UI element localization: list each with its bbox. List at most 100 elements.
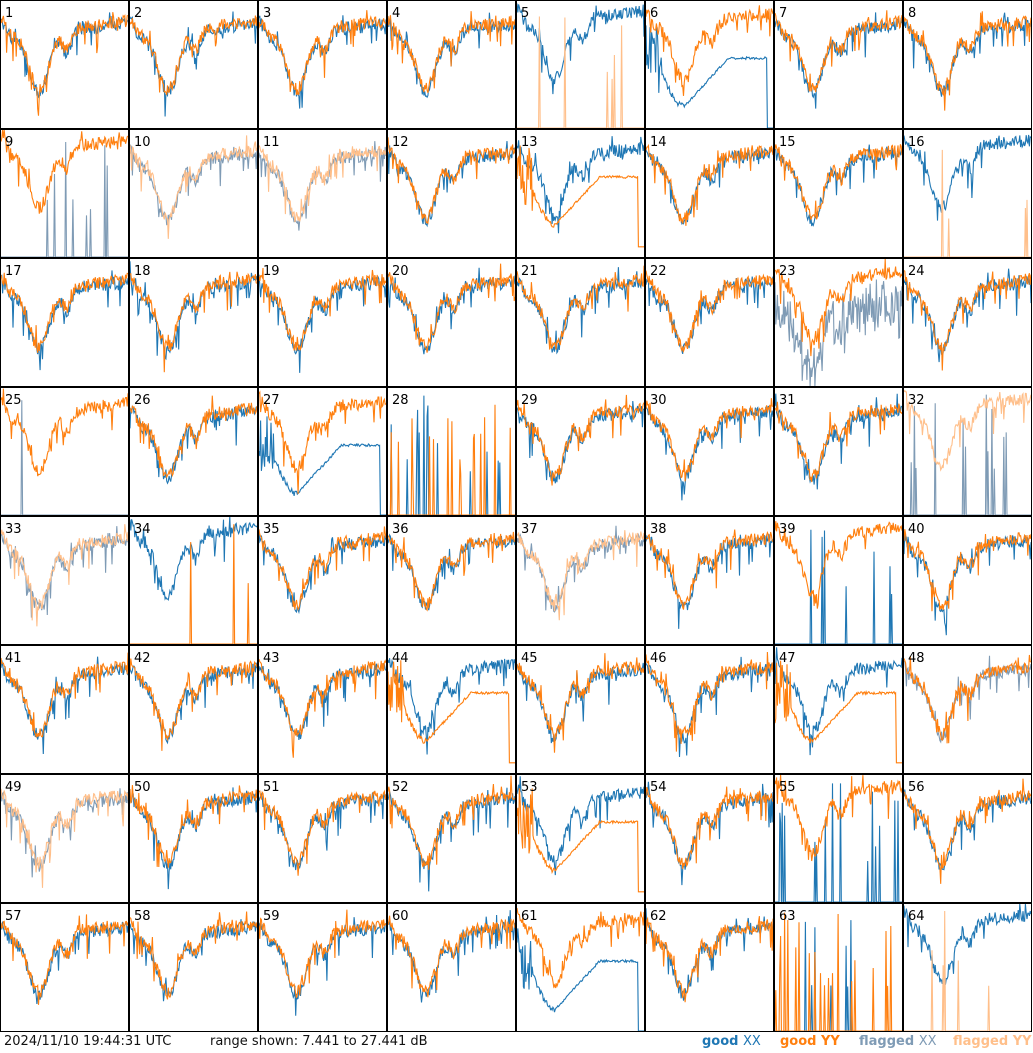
- range-text: range shown: 7.441 to 27.441 dB: [210, 1034, 428, 1049]
- panel-label-20: 20: [392, 264, 409, 279]
- series-xx-36: [387, 533, 516, 611]
- panel-frame-55: [774, 774, 903, 903]
- panel-43: 43: [258, 645, 387, 774]
- panel-33: 33: [0, 516, 129, 645]
- series-yy-52: [387, 775, 516, 870]
- panel-35: 35: [258, 516, 387, 645]
- panel-64: 64: [903, 903, 1032, 1032]
- panel-label-4: 4: [392, 6, 400, 21]
- series-yy-46: [645, 651, 774, 752]
- panel-frame-7: [774, 0, 903, 129]
- legend-good-yy: good YY: [780, 1034, 840, 1049]
- panel-frame-37: [516, 516, 645, 645]
- panel-31: 31: [774, 387, 903, 516]
- panel-label-37: 37: [521, 522, 538, 537]
- panel-label-41: 41: [5, 651, 22, 666]
- panel-18: 18: [129, 258, 258, 387]
- series-xx-47: [774, 647, 903, 756]
- panel-label-60: 60: [392, 909, 409, 924]
- panel-38: 38: [645, 516, 774, 645]
- panel-label-18: 18: [134, 264, 151, 279]
- panel-16: 16: [903, 129, 1032, 258]
- panel-label-10: 10: [134, 135, 151, 150]
- series-yy-2: [129, 15, 258, 96]
- panel-2: 2: [129, 0, 258, 129]
- series-yy-55: [774, 774, 903, 862]
- series-yy-29: [516, 394, 645, 486]
- series-yy-23: [774, 258, 903, 357]
- panel-12: 12: [387, 129, 516, 258]
- panel-frame-2: [129, 0, 258, 129]
- series-xx-16: [903, 134, 1032, 221]
- panel-label-42: 42: [134, 651, 151, 666]
- series-xx-51: [258, 791, 387, 871]
- panel-44: 44: [387, 645, 516, 774]
- series-yy-9: [0, 129, 129, 214]
- panel-label-54: 54: [650, 780, 667, 795]
- panel-label-57: 57: [5, 909, 22, 924]
- panel-label-63: 63: [779, 909, 796, 924]
- series-yy-63: [774, 912, 902, 1032]
- panel-3: 3: [258, 0, 387, 129]
- panel-9: 9: [0, 129, 129, 258]
- panel-label-55: 55: [779, 780, 796, 795]
- series-yy-61: [516, 907, 645, 989]
- series-yy-54: [645, 786, 774, 870]
- panel-label-24: 24: [908, 264, 925, 279]
- panel-frame-39: [774, 516, 903, 645]
- series-xx-25: [1, 400, 128, 516]
- panel-label-5: 5: [521, 6, 529, 21]
- panel-frame-15: [774, 129, 903, 258]
- series-yy-25: [0, 388, 129, 477]
- panel-58: 58: [129, 903, 258, 1032]
- series-xx-42: [129, 662, 258, 745]
- panel-label-7: 7: [779, 6, 787, 21]
- panel-55: 55: [774, 774, 903, 903]
- series-yy-12: [387, 137, 516, 225]
- panel-24: 24: [903, 258, 1032, 387]
- panel-label-64: 64: [908, 909, 925, 924]
- panel-46: 46: [645, 645, 774, 774]
- panel-label-59: 59: [263, 909, 280, 924]
- panel-label-43: 43: [263, 651, 280, 666]
- series-xx-10: [129, 144, 258, 226]
- series-xx-37: [516, 525, 645, 613]
- series-xx-45: [516, 662, 645, 744]
- series-yy-35: [258, 526, 387, 611]
- panel-frame-52: [387, 774, 516, 903]
- series-xx-15: [774, 144, 903, 227]
- series-xx-29: [516, 400, 645, 484]
- panel-frame-3: [258, 0, 387, 129]
- panel-frame-60: [387, 903, 516, 1032]
- panel-17: 17: [0, 258, 129, 387]
- series-xx-44: [387, 658, 516, 755]
- panel-frame-4: [387, 0, 516, 129]
- panel-frame-12: [387, 129, 516, 258]
- series-yy-49: [0, 788, 129, 888]
- panel-50: 50: [129, 774, 258, 903]
- series-yy-41: [0, 652, 129, 739]
- panel-label-29: 29: [521, 393, 538, 408]
- panel-label-61: 61: [521, 909, 538, 924]
- panel-frame-33: [0, 516, 129, 645]
- panel-61: 61: [516, 903, 645, 1032]
- panel-frame-36: [387, 516, 516, 645]
- panel-frame-19: [258, 258, 387, 387]
- series-xx-30: [645, 405, 774, 501]
- panel-frame-5: [516, 0, 645, 129]
- panel-label-6: 6: [650, 6, 658, 21]
- panel-frame-27: [258, 387, 387, 516]
- series-yy-14: [645, 143, 774, 226]
- panel-label-52: 52: [392, 780, 409, 795]
- series-yy-6: [645, 5, 774, 96]
- panel-frame-47: [774, 645, 903, 774]
- panel-14: 14: [645, 129, 774, 258]
- series-yy-4: [387, 11, 516, 93]
- panel-8: 8: [903, 0, 1032, 129]
- series-yy-3: [258, 10, 387, 96]
- panel-label-27: 27: [263, 393, 280, 408]
- panel-5: 5: [516, 0, 645, 129]
- series-xx-3: [258, 15, 387, 109]
- panel-frame-16: [903, 129, 1032, 258]
